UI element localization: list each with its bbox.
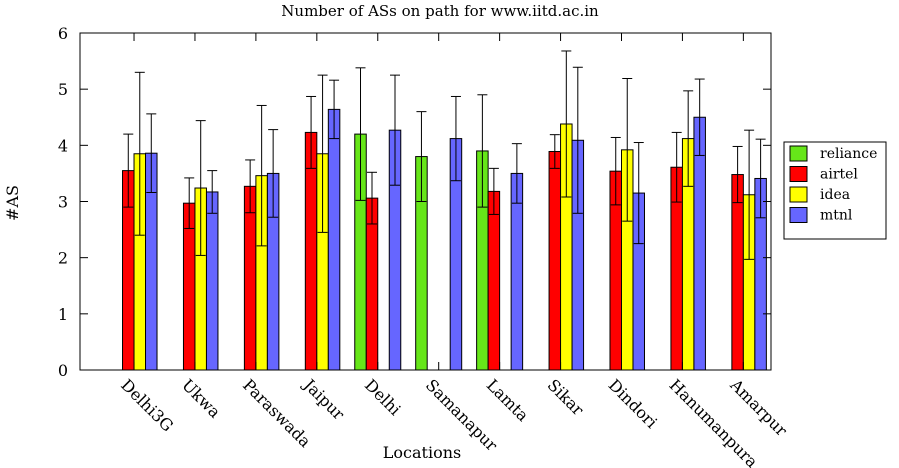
bar-mtnl-ukwa — [205, 191, 219, 371]
y-axis-label: #AS — [3, 185, 22, 221]
y-ticks: 0 1 2 3 4 5 6 — [58, 24, 771, 380]
x-axis-label: Locations — [383, 443, 461, 462]
y-tick-label: 1 — [58, 305, 68, 324]
x-tick-label: Delhi — [361, 375, 405, 419]
error-bar-airtel-lamta — [488, 167, 499, 215]
bar-airtel-lamta — [487, 190, 501, 371]
legend-swatch — [789, 207, 808, 223]
legend-entry-reliance: reliance — [789, 145, 877, 162]
error-bar-reliance-delhi — [355, 67, 366, 201]
error-bar-idea-sikar — [561, 50, 572, 198]
error-bar-airtel-amarpur — [732, 145, 743, 204]
error-bar-mtnl-amarpur — [755, 138, 766, 219]
y-tick-label: 2 — [58, 249, 68, 268]
x-tick-label: Lamta — [483, 375, 533, 425]
error-bar-mtnl-delhi — [390, 74, 401, 186]
bar-airtel-amarpur — [731, 174, 744, 371]
error-bar-mtnl-ukwa — [207, 170, 218, 214]
error-bar-mtnl-hanumanpura — [694, 78, 705, 156]
y-tick-label: 0 — [58, 361, 68, 380]
error-bar-reliance-lamta — [477, 94, 488, 208]
x-tick-label: Amarpur — [726, 375, 791, 440]
error-bar-idea-jaipur — [317, 74, 328, 233]
error-bar-idea-paraswada — [256, 104, 267, 247]
legend-swatch — [789, 186, 808, 203]
error-bar-airtel-hanumanpura — [671, 131, 682, 203]
error-bar-mtnl-jaipur — [329, 79, 340, 140]
error-bar-airtel-jaipur — [306, 95, 317, 169]
error-bar-idea-delhi3g — [134, 71, 145, 236]
legend-label: mtnl — [820, 208, 853, 224]
error-bar-airtel-ukwa — [184, 177, 195, 229]
x-tick-label: Sikar — [544, 375, 588, 419]
y-tick-label: 4 — [58, 136, 68, 155]
x-tick-label: Dindori — [605, 375, 661, 431]
error-bar-airtel-dindori — [610, 136, 621, 206]
x-tick-label: Delhi3G — [117, 375, 177, 435]
error-bar-idea-hanumanpura — [683, 90, 694, 187]
error-bar-mtnl-samanapur — [450, 95, 461, 182]
legend-entry-mtnl: mtnl — [789, 207, 853, 224]
error-bar-airtel-paraswada — [245, 159, 256, 214]
error-bar-mtnl-delhi3g — [146, 113, 157, 194]
y-tick-label: 5 — [58, 80, 68, 99]
x-tick-label: Jaipur — [299, 374, 349, 424]
error-bar-airtel-delhi3g — [123, 133, 134, 208]
error-bar-idea-ukwa — [195, 120, 206, 256]
error-bar-airtel-sikar — [549, 134, 560, 169]
legend-label: idea — [820, 187, 850, 203]
legend-entry-idea: idea — [789, 186, 850, 203]
error-bar-mtnl-paraswada — [268, 129, 279, 218]
error-bar-idea-dindori — [622, 77, 633, 222]
y-tick-label: 6 — [58, 24, 68, 43]
bar-airtel-sikar — [548, 151, 562, 371]
bar-mtnl-jaipur — [327, 108, 341, 371]
error-bar-mtnl-lamta — [511, 143, 522, 204]
legend-entry-airtel: airtel — [789, 166, 858, 183]
legend-swatch — [789, 145, 808, 162]
error-bars-layer — [123, 50, 766, 260]
error-bar-mtnl-sikar — [572, 66, 583, 214]
legend: reliance airtel idea mtnl — [783, 141, 887, 240]
y-tick-label: 3 — [58, 193, 68, 212]
error-bar-idea-amarpur — [744, 129, 755, 260]
error-bar-airtel-delhi — [367, 171, 378, 225]
legend-label: airtel — [820, 167, 858, 183]
error-bar-mtnl-dindori — [633, 142, 644, 245]
bars-layer — [122, 108, 767, 371]
chart-title: Number of ASs on path for www.iitd.ac.in — [281, 2, 599, 20]
legend-swatch — [789, 166, 808, 182]
x-tick-label: Ukwa — [178, 375, 225, 422]
error-bar-reliance-samanapur — [416, 111, 427, 202]
legend-label: reliance — [820, 146, 877, 162]
bar-airtel-paraswada — [243, 185, 257, 371]
